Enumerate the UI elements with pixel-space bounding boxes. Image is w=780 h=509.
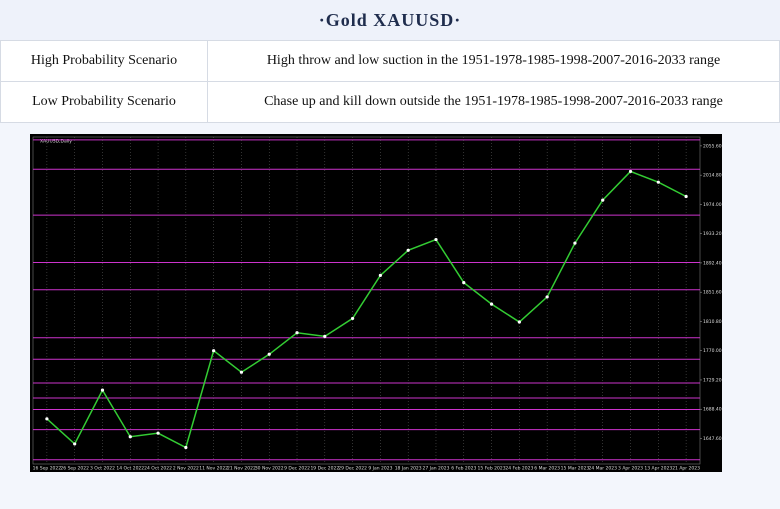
x-tick-label: 18 Jan 2023	[395, 466, 422, 472]
scenario-table: High Probability Scenario High throw and …	[0, 40, 780, 123]
x-tick-label: 3 Oct 2022	[90, 466, 115, 472]
price-point	[295, 331, 299, 335]
price-point	[239, 370, 244, 374]
title: ·Gold XAUUSD·	[0, 0, 780, 40]
price-point	[517, 320, 521, 324]
x-tick-label: 29 Dec 2022	[338, 466, 367, 472]
price-point	[684, 194, 688, 199]
y-tick-label: 1892.40	[703, 260, 722, 266]
price-point	[656, 180, 660, 184]
x-tick-label: 3 Apr 2023	[618, 466, 643, 472]
plot-frame	[32, 136, 701, 465]
x-tick-label: 24 Oct 2022	[144, 466, 172, 472]
y-tick-label: 1974.00	[703, 202, 722, 208]
price-point	[100, 388, 105, 392]
price-point	[573, 241, 577, 245]
price-point	[378, 273, 382, 278]
x-tick-label: 9 Dec 2022	[284, 466, 310, 472]
y-tick-label: 1933.20	[703, 231, 722, 237]
x-tick-label: 24 Mar 2023	[588, 466, 617, 472]
price-point	[45, 417, 49, 421]
price-point	[628, 169, 633, 174]
price-point	[601, 198, 605, 202]
y-tick-label: 1647.60	[703, 436, 722, 442]
x-tick-label: 15 Mar 2023	[561, 466, 590, 472]
x-tick-label: 11 Nov 2022	[199, 466, 228, 472]
x-tick-label: 27 Jan 2023	[422, 466, 449, 472]
y-tick-label: 2014.80	[703, 173, 722, 179]
x-tick-label: 14 Oct 2022	[116, 466, 144, 472]
chart-background	[30, 134, 722, 472]
x-tick-label: 19 Dec 2022	[310, 466, 339, 472]
x-tick-label: 2 Nov 2022	[173, 466, 199, 472]
price-point	[267, 352, 271, 356]
price-point	[184, 445, 188, 450]
price-point	[128, 435, 132, 439]
cell: High Probability Scenario	[0, 40, 208, 82]
x-tick-label: 9 Jan 2023	[368, 466, 392, 472]
price-point	[462, 280, 466, 285]
price-point	[212, 349, 216, 353]
x-tick-label: 6 Feb 2023	[451, 466, 476, 472]
cell: Low Probability Scenario	[0, 81, 208, 123]
price-point	[489, 302, 494, 306]
price-point	[323, 334, 327, 338]
price-point	[434, 237, 438, 242]
x-tick-label: 26 Sep 2022	[60, 466, 89, 472]
x-tick-label: 6 Mar 2023	[534, 466, 560, 472]
price-point	[73, 442, 77, 446]
x-tick-label: 30 Nov 2022	[255, 466, 284, 472]
y-tick-label: 1688.40	[703, 407, 722, 413]
x-tick-label: 21 Nov 2022	[227, 466, 256, 472]
y-tick-label: 1770.00	[703, 348, 722, 354]
price-point	[156, 431, 160, 435]
x-tick-label: 15 Feb 2023	[478, 466, 506, 472]
y-tick-label: 2055.60	[703, 143, 722, 149]
x-tick-label: 16 Sep 2022	[33, 466, 62, 472]
chart-title: XAUUSD,Daily	[40, 139, 72, 145]
price-point	[406, 248, 410, 252]
y-tick-label: 1851.60	[703, 290, 722, 296]
price-point	[351, 316, 355, 321]
x-tick-label: 13 Apr 2023	[644, 466, 672, 472]
x-tick-label: 21 Apr 2023	[672, 466, 700, 472]
price-line	[46, 170, 687, 449]
y-tick-label: 1810.80	[703, 319, 722, 325]
x-tick-label: 24 Feb 2023	[505, 466, 533, 472]
cell: High throw and low suction in the 1951-1…	[207, 40, 780, 82]
y-tick-label: 1729.20	[703, 377, 722, 383]
price-point	[545, 295, 549, 299]
cell: Chase up and kill down outside the 1951-…	[207, 81, 780, 123]
